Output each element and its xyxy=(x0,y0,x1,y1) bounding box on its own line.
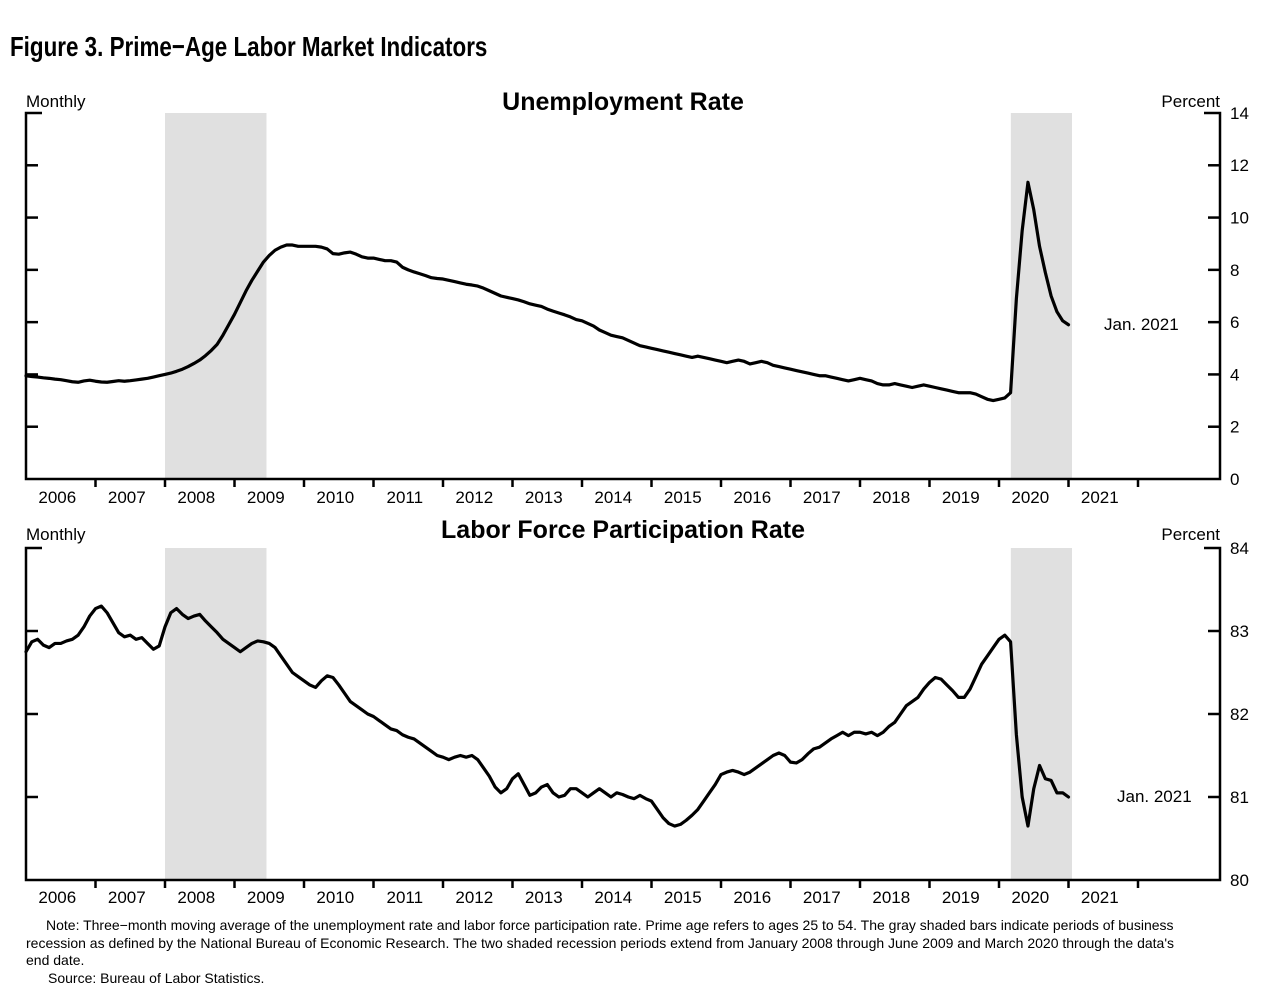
x-tick-label: 2015 xyxy=(664,888,702,907)
figure-title-text: Figure 3. Prime−Age Labor Market Indicat… xyxy=(10,31,488,62)
y-tick-label: 8 xyxy=(1230,261,1239,280)
axis-frame xyxy=(24,546,1222,882)
x-tick-label: 2006 xyxy=(38,888,76,907)
x-tick-label: 2007 xyxy=(108,488,146,507)
x-tick-label: 2007 xyxy=(108,888,146,907)
x-tick-label: 2020 xyxy=(1011,488,1049,507)
axis-frame xyxy=(24,111,1222,481)
recession-band xyxy=(165,548,267,880)
y-tick-label: 84 xyxy=(1230,539,1249,558)
latest-point-annotation-top: Jan. 2021 xyxy=(1104,315,1179,334)
data-line xyxy=(24,604,1071,828)
labor-force-participation-chart: 80 81 82 83 84 2006 2007 2008 2009 2010 2011 2012 20… xyxy=(24,539,1249,907)
x-tick-label: 2011 xyxy=(386,888,423,907)
x-tick-label: 2016 xyxy=(733,488,771,507)
x-tick-label: 2018 xyxy=(872,488,910,507)
x-tick-label: 2020 xyxy=(1011,888,1049,907)
x-tick-label: 2008 xyxy=(177,488,215,507)
x-tick-label: 2017 xyxy=(803,888,841,907)
latest-point-annotation-bottom: Jan. 2021 xyxy=(1117,787,1192,806)
y-tick-label: 0 xyxy=(1230,470,1239,489)
y-tick-label: 4 xyxy=(1230,365,1239,384)
recession-band xyxy=(165,113,267,479)
recession-band xyxy=(1010,548,1072,880)
x-tick-label: 2013 xyxy=(525,888,563,907)
note-block: Note: Three−month moving average of the … xyxy=(26,917,1191,987)
recession-band xyxy=(1010,113,1072,479)
y-tick-label: 81 xyxy=(1230,788,1249,807)
x-tick-label: 2021 xyxy=(1081,488,1119,507)
chart-note: Note: Three−month moving average of the … xyxy=(26,917,1175,968)
y-tick-label: 82 xyxy=(1230,705,1249,724)
x-tick-label: 2014 xyxy=(594,488,632,507)
data-line xyxy=(24,180,1071,403)
x-tick-label: 2008 xyxy=(177,888,215,907)
chart-source: Source: Bureau of Labor Statistics. xyxy=(48,969,265,986)
figure-title: Figure 3. Prime−Age Labor Market Indicat… xyxy=(10,31,607,63)
y-tick-label: 14 xyxy=(1230,104,1249,123)
x-tick-label: 2010 xyxy=(316,488,354,507)
x-tick-label: 2013 xyxy=(525,488,563,507)
unit-label-top: Percent xyxy=(1161,92,1220,111)
y-tick-label: 6 xyxy=(1230,313,1239,332)
x-tick-label: 2018 xyxy=(872,888,910,907)
unemployment-rate-chart: 0 2 4 6 8 10 12 14 2006 2007 2008 2009 2010 2011 2012 2… xyxy=(24,104,1249,507)
lfpr-chart-title: Labor Force Participation Rate xyxy=(441,516,805,544)
y-tick-label: 83 xyxy=(1230,622,1249,641)
x-tick-label: 2012 xyxy=(455,488,493,507)
x-tick-label: 2019 xyxy=(942,888,980,907)
y-tick-label: 10 xyxy=(1230,209,1249,228)
x-tick-label: 2015 xyxy=(664,488,702,507)
x-tick-label: 2010 xyxy=(316,888,354,907)
x-tick-label: 2009 xyxy=(247,488,285,507)
unit-label-bottom: Percent xyxy=(1161,525,1220,544)
y-tick-label: 80 xyxy=(1230,871,1249,890)
x-tick-label: 2012 xyxy=(455,888,493,907)
x-tick-label: 2006 xyxy=(38,488,76,507)
x-tick-label: 2021 xyxy=(1081,888,1119,907)
x-tick-label: 2019 xyxy=(942,488,980,507)
x-tick-label: 2009 xyxy=(247,888,285,907)
frequency-label-bottom: Monthly xyxy=(26,525,86,544)
y-tick-label: 2 xyxy=(1230,418,1239,437)
frequency-label-top: Monthly xyxy=(26,92,86,111)
x-tick-label: 2016 xyxy=(733,888,771,907)
x-tick-label: 2017 xyxy=(803,488,841,507)
unemployment-chart-title: Unemployment Rate xyxy=(502,88,744,116)
x-tick-label: 2014 xyxy=(594,888,632,907)
y-tick-label: 12 xyxy=(1230,156,1249,175)
x-tick-label: 2011 xyxy=(386,488,423,507)
